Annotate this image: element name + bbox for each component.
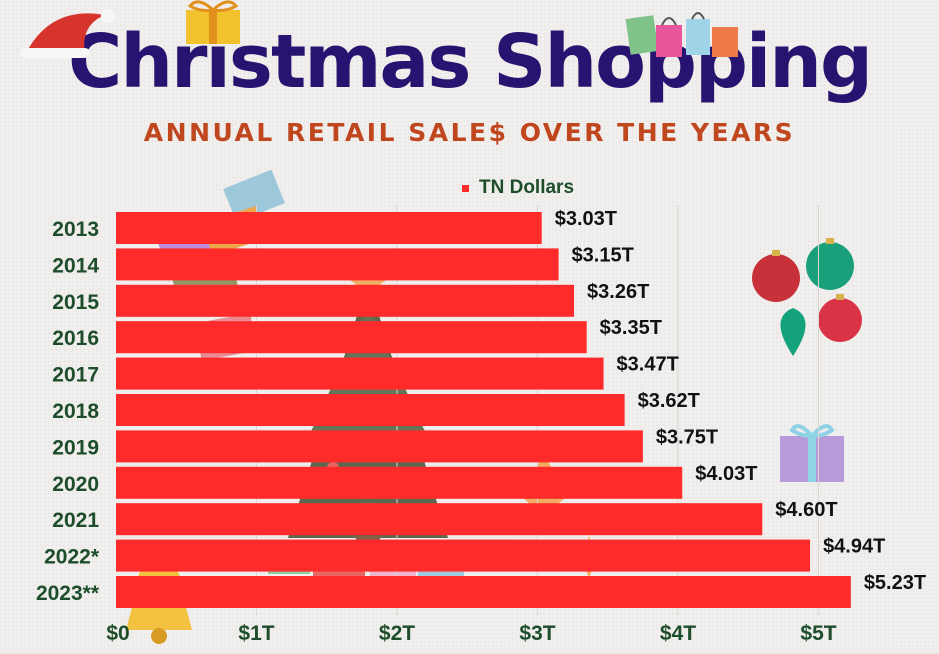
purple-gift-icon (780, 424, 844, 482)
bar-2021 (116, 503, 763, 536)
category-label: 2019 (52, 436, 99, 459)
bar-2020 (116, 466, 683, 499)
category-label: 2016 (52, 327, 99, 350)
bar-2017 (116, 357, 604, 390)
bar-2014 (116, 248, 559, 281)
bar-2022* (116, 539, 811, 572)
category-label: 2014 (52, 254, 99, 277)
category-label: 2013 (52, 218, 99, 241)
data-label: $4.03T (695, 463, 757, 485)
data-label: $3.35T (600, 317, 662, 339)
chart-subtitle: ANNUAL RETAIL SALE$ OVER THE YEARS (143, 118, 796, 147)
bar-2013 (116, 212, 542, 244)
category-label: 2018 (52, 400, 99, 423)
x-tick-label: $0 (106, 622, 129, 645)
data-label: $3.47T (617, 354, 679, 376)
category-label: 2015 (52, 291, 99, 314)
x-tick-label: $2T (379, 622, 415, 645)
bar-2015 (116, 284, 575, 317)
data-label: $3.75T (656, 426, 718, 448)
legend-swatch (462, 184, 469, 192)
x-tick-label: $3T (519, 622, 555, 645)
x-tick-label: $4T (660, 622, 696, 645)
x-tick-label: $1T (238, 622, 274, 645)
gift-box-icon (186, 0, 240, 44)
data-label: $3.26T (587, 281, 649, 303)
legend: TN Dollars (462, 176, 574, 200)
category-label: 2022* (44, 546, 100, 569)
bar-2023** (116, 576, 851, 608)
category-label: 2023** (36, 582, 100, 605)
data-label: $4.94T (823, 536, 885, 558)
data-label: $3.62T (638, 390, 700, 412)
category-label: 2017 (52, 364, 99, 387)
data-label: $4.60T (775, 499, 837, 521)
data-label: $3.03T (555, 208, 617, 230)
legend-label: TN Dollars (479, 177, 575, 198)
category-label: 2021 (52, 509, 99, 532)
data-label: $5.23T (864, 572, 926, 594)
shopping-bags-icon (625, 12, 738, 57)
bar-2018 (116, 394, 625, 426)
category-label: 2020 (52, 473, 99, 496)
data-label: $3.15T (572, 244, 634, 266)
x-tick-label: $5T (800, 622, 836, 645)
santa-hat-icon (20, 9, 115, 58)
bar-2016 (116, 321, 587, 354)
bar-2019 (116, 430, 643, 463)
